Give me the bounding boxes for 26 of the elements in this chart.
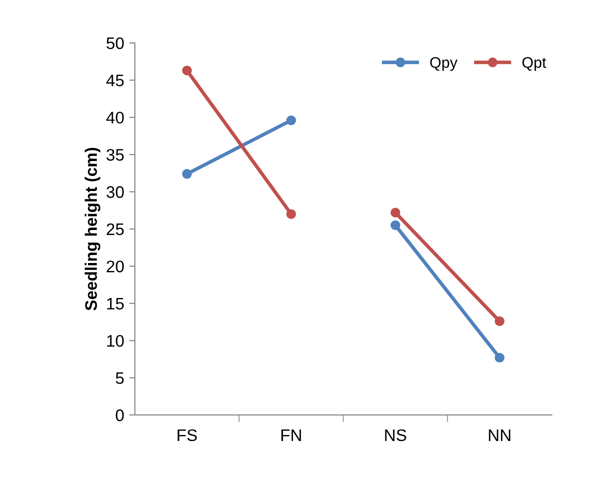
y-tick-label: 30 (106, 186, 124, 198)
point (390, 220, 400, 230)
point (182, 66, 192, 76)
y-tick-label: 5 (116, 372, 124, 384)
point (494, 316, 504, 326)
y-tick-label: 45 (106, 74, 124, 86)
point (390, 208, 400, 218)
legend-label: Qpt (522, 57, 546, 71)
y-tick-label: 40 (106, 112, 124, 124)
y-tick-label: 20 (106, 260, 124, 272)
y-tick-label: 15 (107, 298, 124, 310)
legend-label: Qpy (430, 57, 458, 71)
y-axis-title: Seedling height (cm) (84, 148, 100, 310)
x-tick-label: FN (281, 429, 301, 441)
x-tick-label: FS (178, 429, 197, 442)
point (182, 169, 192, 179)
x-tick-label: NS (385, 429, 406, 442)
y-tick-label: 0 (116, 409, 124, 422)
x-tick-label: NN (488, 429, 510, 441)
y-tick-label: 25 (106, 223, 124, 236)
point (286, 209, 296, 219)
y-tick-label: 10 (107, 334, 124, 347)
point (494, 352, 504, 363)
y-tick-label: 35 (106, 148, 124, 161)
y-tick-label: 50 (106, 37, 124, 50)
point (286, 115, 296, 126)
